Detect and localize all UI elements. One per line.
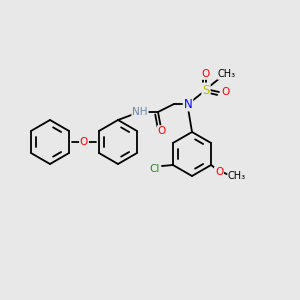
Text: O: O bbox=[202, 69, 210, 79]
Text: O: O bbox=[158, 126, 166, 136]
Text: O: O bbox=[80, 137, 88, 147]
Text: N: N bbox=[184, 98, 192, 110]
Text: S: S bbox=[202, 83, 210, 97]
Text: NH: NH bbox=[132, 107, 148, 117]
Text: O: O bbox=[215, 167, 223, 177]
Text: Cl: Cl bbox=[150, 164, 160, 174]
Text: CH₃: CH₃ bbox=[228, 171, 246, 181]
Text: CH₃: CH₃ bbox=[218, 69, 236, 79]
Text: O: O bbox=[221, 87, 229, 97]
